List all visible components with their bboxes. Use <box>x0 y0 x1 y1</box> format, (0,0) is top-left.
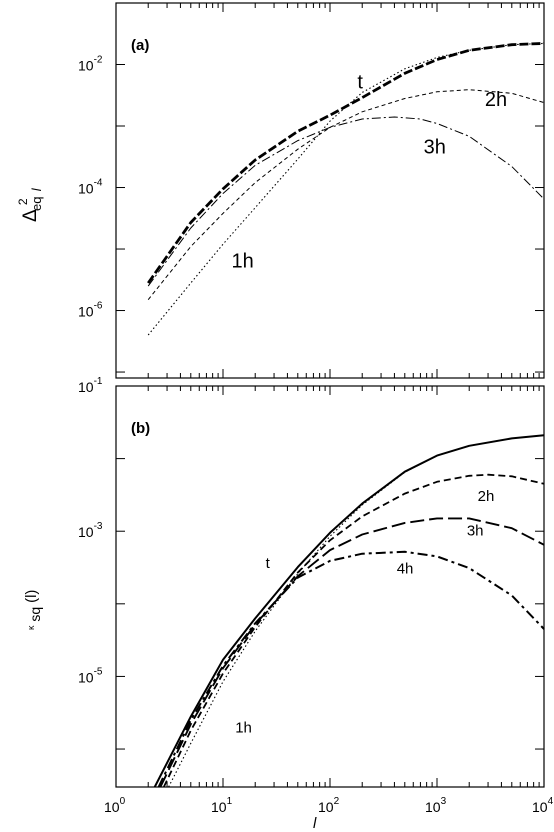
curve-label-t: t <box>266 555 271 572</box>
panel-b-frame <box>115 385 545 788</box>
ylabel-b-arg: (l) <box>23 590 40 603</box>
ylabel-b-sub: sq <box>27 607 43 622</box>
curve-label-t: t <box>357 71 363 93</box>
x-tick-label: 103 <box>425 796 447 815</box>
panel-b: 10-5 10-3 10-1 100 101 102 103 104 t 2h 3h 4h 1h (b)… <box>21 376 554 832</box>
x-tick-label: 100 <box>104 796 126 815</box>
y-tick-label: 10-4 <box>78 178 103 197</box>
panel-a-series <box>147 42 545 336</box>
curve-label-2h: 2h <box>478 488 495 505</box>
curve-label-4h: 4h <box>397 561 414 578</box>
series-line-3h <box>147 116 545 287</box>
panel-a-frame <box>115 2 545 379</box>
y-tick-label: 10-6 <box>78 301 103 320</box>
x-tick-label: 104 <box>532 796 554 815</box>
curve-label-1h: 1h <box>231 251 253 273</box>
panel-b-labels: 10-5 10-3 10-1 100 101 102 103 104 t 2h 3h 4h 1h <box>78 376 554 815</box>
series-line-2h <box>147 89 545 301</box>
series-line-2h <box>162 473 545 788</box>
panel-b-series <box>153 434 545 788</box>
panel-b-xlabel: l <box>313 815 317 832</box>
curve-label-2h: 2h <box>485 89 507 111</box>
series-line-t <box>153 434 545 788</box>
series-line-4h <box>157 550 545 788</box>
y-tick-label: 10-5 <box>78 666 103 685</box>
panel-a-tag: (a) <box>131 37 149 54</box>
curve-label-3h: 3h <box>424 136 446 158</box>
panel-a-labels: 10-6 10-4 10-2 t 2h 3h 1h <box>78 55 507 320</box>
y-tick-label: 10-1 <box>78 376 103 395</box>
panel-b-ticks <box>115 385 545 787</box>
panel-a: 10-6 10-4 10-2 t 2h 3h 1h (a) Δ 2 eq l <box>11 2 545 379</box>
ylabel-a-sub-var: l <box>29 187 44 191</box>
ylabel-a-sub: eq <box>29 197 44 211</box>
ylabel-a-sup: 2 <box>16 198 30 205</box>
panel-b-tag: (b) <box>131 420 150 437</box>
series-line-t <box>147 42 545 284</box>
panel-a-ylabel: Δ 2 eq l <box>11 187 46 222</box>
curve-label-3h: 3h <box>467 523 484 540</box>
panel-b-ylabel: κ sq (l) <box>21 590 43 630</box>
ylabel-a-base: Δ <box>20 209 41 222</box>
panel-a-ticks <box>115 2 545 378</box>
series-line-1h <box>147 42 545 336</box>
y-tick-label: 10-3 <box>78 521 103 540</box>
y-tick-label: 10-2 <box>78 55 103 74</box>
ylabel-b-base: κ <box>26 625 36 630</box>
x-tick-label: 101 <box>211 796 233 815</box>
curve-label-1h: 1h <box>235 719 252 736</box>
x-tick-label: 102 <box>318 796 340 815</box>
series-line-3h <box>159 517 545 788</box>
